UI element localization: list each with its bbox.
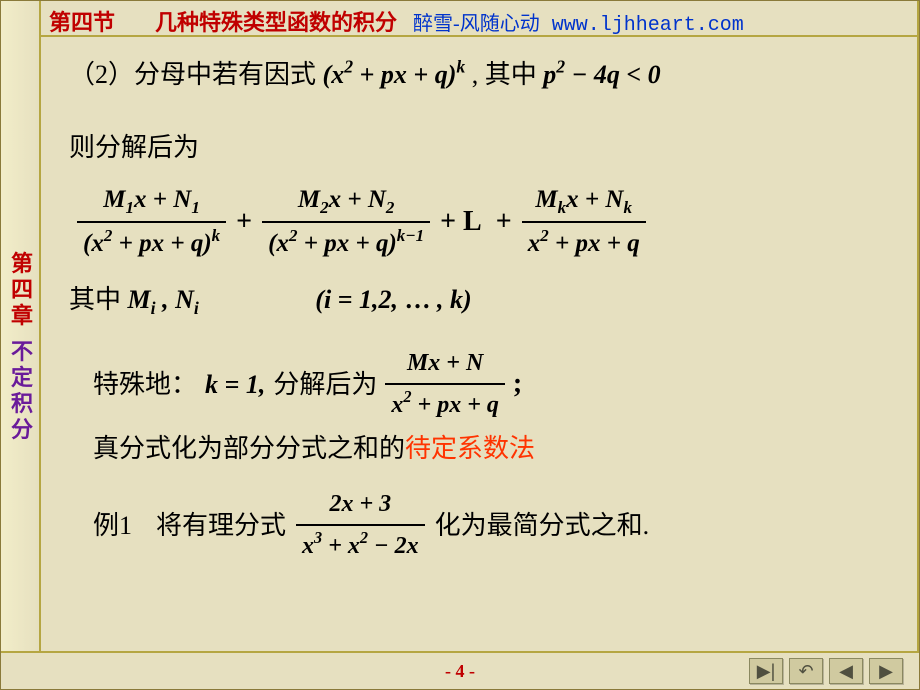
- special-case: 特殊地： k = 1, 分解后为 Mx + N x2 + px + q ;: [93, 345, 895, 423]
- nav-last-button[interactable]: ▶|: [749, 658, 783, 684]
- text: 真分式化为部分分式之和的: [93, 434, 405, 463]
- example-label: 例1: [93, 506, 132, 545]
- nav-next-button[interactable]: ▶: [869, 658, 903, 684]
- text: 特殊地：: [93, 365, 197, 404]
- content: 第四节 几种特殊类型函数的积分 醉雪-风随心动 www.ljhheart.com…: [41, 1, 919, 651]
- text: 化为最简分式之和.: [435, 506, 650, 545]
- footer: - 4 - ▶| ↶ ◀ ▶: [1, 651, 919, 689]
- chapter-number: 第四章: [9, 251, 35, 329]
- header: 第四节 几种特殊类型函数的积分 醉雪-风随心动 www.ljhheart.com: [41, 1, 917, 37]
- text: （2）分母中若有因式: [69, 60, 323, 89]
- nav-buttons: ▶| ↶ ◀ ▶: [749, 658, 903, 684]
- method-line: 真分式化为部分分式之和的待定系数法: [93, 429, 895, 468]
- text: 其中: [69, 285, 121, 314]
- watermark-url: www.ljhheart.com: [552, 14, 744, 37]
- method-name: 待定系数法: [405, 434, 535, 463]
- chapter-label: 第四章 不定积分: [9, 251, 35, 443]
- text: 分解后为: [273, 365, 377, 404]
- watermark-name: 醉雪-风随心动: [413, 13, 540, 35]
- fraction-1: M1x + N1 (x2 + px + q)k: [77, 181, 226, 262]
- condition: p2 − 4q < 0: [543, 60, 660, 89]
- example-1: 例1 将有理分式 2x + 3 x3 + x2 − 2x 化为最简分式之和.: [93, 486, 895, 564]
- fraction-k: Mkx + Nk x2 + px + q: [522, 181, 646, 262]
- coeffs: Mi , Ni: [128, 285, 199, 314]
- nav-prev-button[interactable]: ◀: [829, 658, 863, 684]
- example-fraction: 2x + 3 x3 + x2 − 2x: [296, 486, 425, 564]
- rule-line: （2）分母中若有因式 (x2 + px + q)k , 其中 p2 − 4q <…: [69, 55, 895, 94]
- then-text: 则分解后为: [69, 128, 895, 167]
- special-fraction: Mx + N x2 + px + q: [385, 345, 505, 423]
- chapter-title: 不定积分: [9, 339, 35, 443]
- main-text: （2）分母中若有因式 (x2 + px + q)k , 其中 p2 − 4q <…: [41, 37, 917, 574]
- nav-back-button[interactable]: ↶: [789, 658, 823, 684]
- fraction-2: M2x + N2 (x2 + px + q)k−1: [262, 181, 430, 262]
- k-equals-1: k = 1,: [205, 365, 265, 404]
- factor-expression: (x2 + px + q)k: [323, 60, 466, 89]
- semicolon: ;: [513, 363, 522, 405]
- sidebar: 第四章 不定积分: [1, 1, 41, 689]
- index-range: (i = 1,2, … , k): [315, 285, 471, 314]
- page-number: - 4 -: [445, 661, 475, 682]
- section-title: 几种特殊类型函数的积分: [155, 10, 397, 35]
- section-label: 第四节: [49, 10, 115, 35]
- text: 将有理分式: [156, 506, 286, 545]
- decomposition-equation: M1x + N1 (x2 + px + q)k + M2x + N2 (x2 +…: [77, 181, 895, 262]
- text: , 其中: [472, 60, 537, 89]
- where-line: 其中 Mi , Ni (i = 1,2, … , k): [69, 280, 895, 319]
